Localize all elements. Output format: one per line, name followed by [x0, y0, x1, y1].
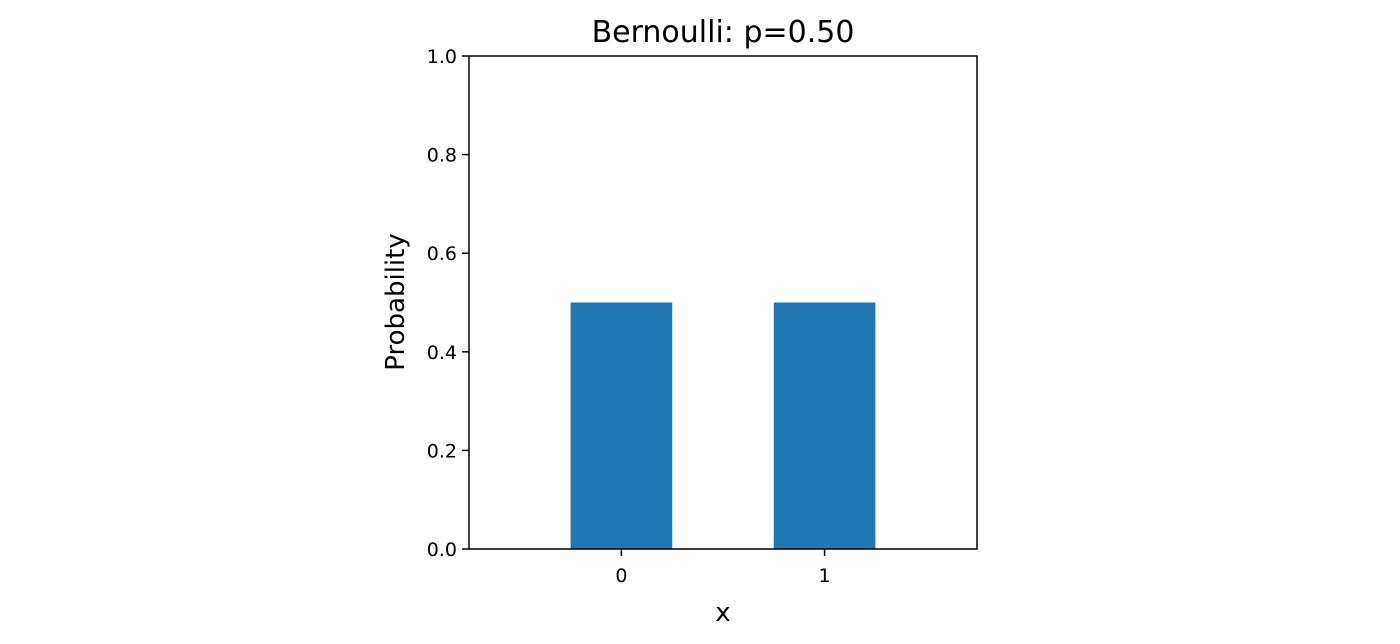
y-tick-label: 0.0	[427, 539, 457, 561]
bar-1	[773, 302, 876, 549]
y-tick-label: 0.8	[427, 145, 457, 167]
y-tick-label: 0.6	[427, 243, 457, 265]
y-tick-label: 1.0	[427, 46, 457, 68]
plot-frame	[468, 55, 978, 550]
y-axis-label: Probability	[381, 233, 411, 370]
bars-group	[570, 302, 876, 549]
x-tick-label: 0	[615, 565, 627, 587]
y-axis: 0.0 0.2 0.4 0.6 0.8 1.0	[427, 46, 469, 561]
y-tick-label: 0.2	[427, 440, 457, 462]
x-tick-label: 1	[819, 565, 831, 587]
bar-0	[570, 302, 673, 549]
y-tick-label: 0.4	[427, 342, 457, 364]
chart-title: Bernoulli: p=0.50	[592, 15, 855, 50]
x-axis-label: x	[715, 598, 730, 628]
